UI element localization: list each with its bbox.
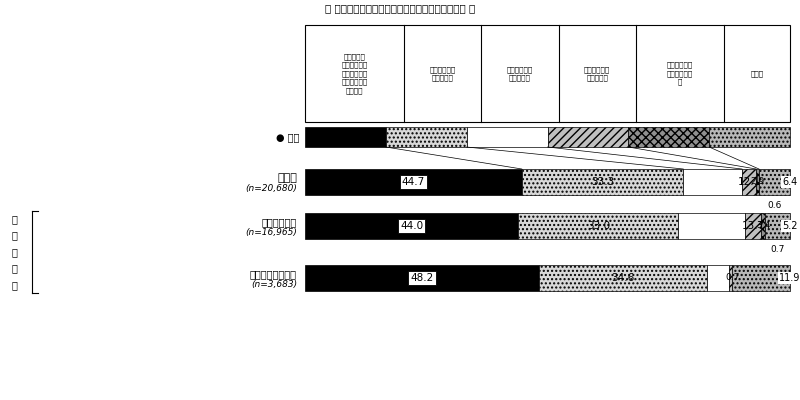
Text: 11.9: 11.9 <box>779 273 800 283</box>
Bar <box>628 127 709 147</box>
Bar <box>522 169 683 195</box>
Text: 5.2: 5.2 <box>782 221 798 231</box>
Bar <box>305 127 386 147</box>
Text: 0.7: 0.7 <box>725 274 739 282</box>
Bar <box>709 127 790 147</box>
Text: 44.0: 44.0 <box>400 221 423 231</box>
Text: 避
難
区
域
別: 避 難 区 域 別 <box>11 214 17 290</box>
Bar <box>762 213 765 239</box>
Text: 避難指示区域以外: 避難指示区域以外 <box>250 269 297 279</box>
Bar <box>759 169 790 195</box>
Text: 34.6: 34.6 <box>611 273 634 283</box>
Text: 12.1: 12.1 <box>738 177 761 187</box>
Text: 世帯でまと
まって１か所
に住んでいる
（一人暮らし
を含む）: 世帯でまと まって１か所 に住んでいる （一人暮らし を含む） <box>342 54 368 94</box>
Bar <box>305 265 538 291</box>
Text: 合計３か所に
住んでいる: 合計３か所に 住んでいる <box>507 66 533 81</box>
Text: (n=3,683): (n=3,683) <box>251 280 297 288</box>
Bar <box>729 265 732 291</box>
Bar <box>678 213 745 239</box>
Bar <box>742 169 756 195</box>
Text: 3.4: 3.4 <box>756 222 770 230</box>
Text: 「 避難元別『避難指示区域・避難指示区域以外』 」: 「 避難元別『避難指示区域・避難指示区域以外』 」 <box>325 3 475 13</box>
Bar <box>538 265 706 291</box>
Text: 48.2: 48.2 <box>410 273 434 283</box>
Bar <box>305 169 522 195</box>
Text: 33.3: 33.3 <box>591 177 614 187</box>
Text: 0.7: 0.7 <box>770 245 785 254</box>
Text: 合計５か所以
上に住んでい
る: 合計５か所以 上に住んでい る <box>666 62 693 85</box>
Bar <box>518 213 678 239</box>
Text: 無回答: 無回答 <box>750 70 763 77</box>
Bar <box>683 169 742 195</box>
Bar <box>732 265 790 291</box>
Bar <box>305 213 518 239</box>
Text: 33.0: 33.0 <box>587 221 610 231</box>
Bar <box>706 265 729 291</box>
Text: 44.7: 44.7 <box>402 177 425 187</box>
Text: 2.9: 2.9 <box>750 178 765 186</box>
Bar <box>745 213 762 239</box>
Text: ● 凡例: ● 凡例 <box>276 132 299 142</box>
Text: (n=20,680): (n=20,680) <box>245 184 297 192</box>
Text: 合計２か所に
住んでいる: 合計２か所に 住んでいる <box>430 66 456 81</box>
Text: 避難指示区域: 避難指示区域 <box>262 217 297 227</box>
Bar <box>547 127 628 147</box>
Text: 13.7: 13.7 <box>742 221 765 231</box>
Bar <box>386 127 466 147</box>
Bar <box>305 25 790 122</box>
Text: 0.6: 0.6 <box>767 201 782 210</box>
Bar <box>466 127 547 147</box>
Bar <box>765 213 790 239</box>
Text: 6.4: 6.4 <box>782 177 798 187</box>
Text: 合計４か所に
住んでいる: 合計４か所に 住んでいる <box>584 66 610 81</box>
Text: 全　体: 全 体 <box>277 173 297 183</box>
Bar <box>756 169 759 195</box>
Text: (n=16,965): (n=16,965) <box>245 228 297 236</box>
